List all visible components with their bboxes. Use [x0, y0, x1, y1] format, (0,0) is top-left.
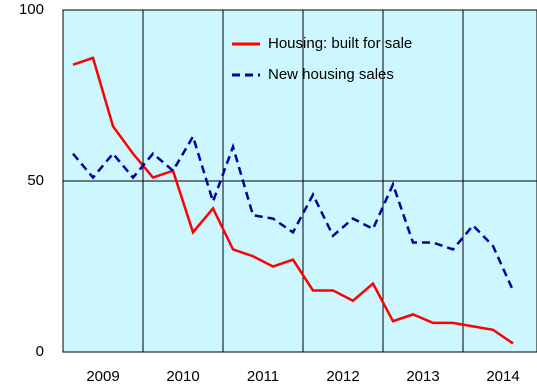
series-line [72, 56, 514, 345]
y-tick-label: 100 [19, 1, 44, 18]
series-line [72, 133, 515, 291]
x-tick-label: 2010 [166, 368, 199, 385]
x-tick-label: 2013 [406, 368, 439, 385]
x-tick-label: 2011 [247, 368, 279, 385]
legend-label: New housing sales [268, 66, 394, 83]
y-tick-label: 0 [36, 343, 44, 360]
x-tick-label: 2009 [86, 368, 119, 385]
legend-label: Housing: built for sale [268, 35, 412, 52]
x-tick-label: 2014 [486, 368, 519, 385]
y-tick-label: 50 [27, 172, 44, 189]
x-tick-label: 2012 [326, 368, 359, 385]
